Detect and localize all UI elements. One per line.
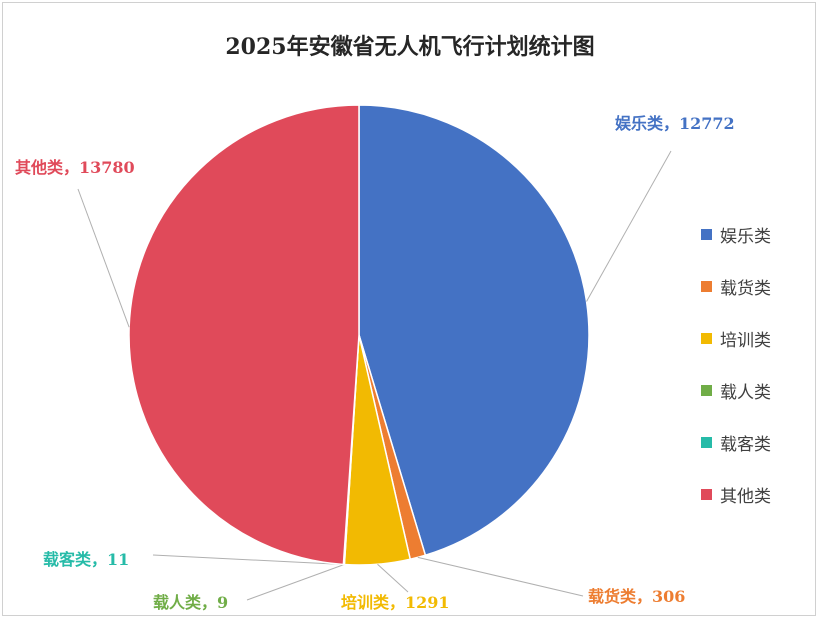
legend-item: 载人类	[701, 364, 771, 416]
data-label-4: 载人类，9	[153, 593, 228, 612]
legend-label: 载货类	[720, 278, 771, 299]
leader-line-4	[246, 564, 345, 601]
chart-title: 2025年安徽省无人机飞行计划统计图	[225, 34, 595, 60]
leader-line-5	[152, 554, 344, 565]
data-label-3: 培训类，1291	[341, 593, 450, 612]
legend-swatch	[701, 280, 712, 292]
legend-swatch	[701, 332, 712, 344]
pie-slice-6	[128, 104, 360, 566]
data-label-6: 其他类，13780	[15, 158, 135, 177]
data-label-1: 娱乐类，12772	[615, 114, 735, 133]
legend-swatch	[701, 384, 712, 396]
legend-label: 其他类	[720, 486, 771, 507]
legend-label: 娱乐类	[720, 226, 771, 247]
leader-line-6	[77, 188, 130, 328]
leader-line-3	[377, 563, 409, 593]
legend-label: 载人类	[720, 382, 771, 403]
legend-swatch	[701, 436, 712, 448]
legend-label: 培训类	[720, 330, 771, 351]
data-label-2: 载货类，306	[588, 587, 685, 606]
legend-swatch	[701, 488, 712, 500]
legend-item: 载客类	[701, 416, 771, 468]
legend-item: 娱乐类	[701, 208, 771, 260]
legend-label: 载客类	[720, 434, 771, 455]
pie-slice-1	[358, 104, 590, 557]
data-label-5: 载客类，11	[43, 550, 129, 569]
legend-swatch	[701, 228, 712, 240]
leader-line-2	[417, 556, 584, 597]
legend-item: 其他类	[701, 468, 771, 520]
legend-item: 载货类	[701, 260, 771, 312]
chart-frame: 2025年安徽省无人机飞行计划统计图 娱乐类，12772 载货类，306 培训类，1…	[2, 2, 816, 616]
pie-chart: 娱乐类，12772 载货类，306 培训类，1291 载人类，9 载客类，11 其他类，1…	[15, 104, 735, 612]
legend: 娱乐类载货类培训类载人类载客类其他类	[701, 208, 771, 520]
legend-item: 培训类	[701, 312, 771, 364]
leader-line-1	[586, 150, 672, 302]
